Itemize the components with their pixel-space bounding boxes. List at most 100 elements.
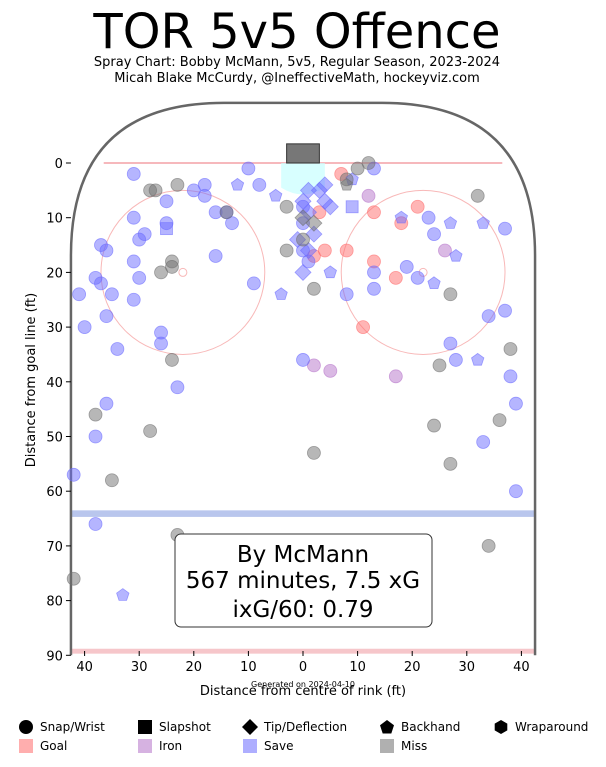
shot-point-save bbox=[230, 177, 245, 191]
legend-item-diamond: Tip/Deflection bbox=[242, 719, 347, 735]
legend-label: Save bbox=[264, 739, 294, 753]
shot-point-miss bbox=[279, 199, 294, 214]
shot-point-miss bbox=[294, 209, 312, 227]
shot-point-save bbox=[252, 177, 267, 192]
x-tick-label: 10 bbox=[240, 660, 257, 675]
shot-point-miss bbox=[170, 177, 185, 192]
shot-point-save bbox=[299, 241, 318, 260]
summary-line3: ixG/60: 0.79 bbox=[232, 597, 373, 623]
shot-point-save bbox=[476, 435, 491, 449]
square-icon bbox=[138, 739, 152, 753]
y-tick-label: 20 bbox=[46, 266, 63, 281]
shot-point-save bbox=[339, 287, 354, 302]
shot-point-save bbox=[323, 265, 337, 279]
legend-item-goal: Goal bbox=[18, 738, 67, 754]
shot-point-save bbox=[443, 336, 458, 351]
summary-line1: By McMann bbox=[237, 542, 369, 568]
shot-point-save bbox=[72, 287, 87, 302]
shot-point-iron bbox=[438, 243, 452, 258]
shot-point-save bbox=[77, 320, 92, 335]
diamond-icon bbox=[242, 719, 258, 735]
shot-point-save bbox=[509, 484, 523, 499]
x-axis-label: Distance from centre of rink (ft) bbox=[200, 684, 406, 699]
shot-point-save bbox=[132, 270, 147, 285]
shot-point-miss bbox=[492, 413, 507, 427]
shot-point-iron bbox=[323, 363, 338, 378]
legend-item-circle: Snap/Wrist bbox=[18, 719, 105, 735]
shot-point-save bbox=[126, 167, 141, 181]
y-tick-label: 80 bbox=[46, 595, 63, 610]
shot-point-miss bbox=[219, 205, 234, 220]
y-tick-label: 40 bbox=[46, 376, 63, 391]
shot-point-save bbox=[110, 342, 125, 356]
shot-point-miss bbox=[443, 456, 458, 471]
shot-point-save bbox=[126, 210, 141, 225]
shot-point-save bbox=[160, 222, 173, 236]
legend-label: Backhand bbox=[401, 720, 461, 734]
legend-label: Tip/Deflection bbox=[264, 720, 348, 734]
shot-point-save bbox=[498, 221, 512, 236]
shot-point-miss bbox=[307, 446, 321, 460]
circle-icon bbox=[19, 720, 33, 734]
shot-point-miss bbox=[503, 342, 518, 356]
shot-point-miss bbox=[481, 539, 496, 553]
square-icon bbox=[380, 739, 394, 753]
square-icon bbox=[138, 720, 152, 734]
shot-point-goal bbox=[356, 320, 370, 335]
shot-point-save bbox=[225, 216, 239, 231]
y-tick-label: 0 bbox=[55, 157, 63, 172]
faceoff-dot bbox=[178, 267, 188, 277]
shot-point-save bbox=[299, 181, 318, 199]
rink-boards bbox=[69, 101, 537, 656]
x-tick-label: 20 bbox=[186, 660, 203, 675]
shot-point-save bbox=[471, 352, 485, 366]
shot-point-save bbox=[421, 210, 436, 225]
shot-point-miss bbox=[432, 358, 447, 373]
y-tick-label: 10 bbox=[46, 212, 63, 227]
shot-point-save bbox=[367, 281, 381, 296]
shot-point-save bbox=[241, 161, 256, 176]
shot-point-miss bbox=[88, 407, 103, 422]
legend-label: Miss bbox=[401, 739, 428, 753]
goal-net bbox=[286, 143, 320, 164]
shot-point-save bbox=[509, 396, 523, 411]
shot-point-iron bbox=[361, 188, 376, 203]
x-tick-label: 30 bbox=[459, 660, 476, 675]
shot-point-save bbox=[186, 183, 201, 198]
x-tick-label: 10 bbox=[349, 660, 366, 675]
shot-point-save bbox=[99, 396, 114, 411]
hexagon-icon bbox=[494, 720, 508, 734]
pentagon-icon bbox=[380, 720, 394, 734]
square-icon bbox=[243, 739, 257, 753]
shot-point-save bbox=[88, 429, 103, 444]
y-tick-label: 70 bbox=[46, 540, 63, 555]
shot-point-miss bbox=[427, 418, 441, 433]
shot-point-miss bbox=[470, 188, 485, 203]
chart-title: TOR 5v5 Offence bbox=[93, 4, 501, 60]
shot-point-save bbox=[126, 292, 141, 307]
shot-point-save bbox=[296, 353, 310, 367]
shot-point-miss bbox=[154, 265, 168, 280]
shot-point-save bbox=[316, 192, 334, 210]
shot-point-save bbox=[305, 225, 323, 243]
x-tick-label: 40 bbox=[513, 660, 530, 675]
shot-point-save bbox=[154, 336, 168, 351]
shot-point-save bbox=[197, 177, 212, 192]
shot-point-miss bbox=[165, 353, 179, 367]
generated-note: Generated on 2024-04-10 bbox=[251, 680, 355, 689]
shot-point-save bbox=[88, 517, 103, 531]
shot-point-miss bbox=[165, 260, 179, 274]
legend-item-pentagon: Backhand bbox=[379, 719, 460, 735]
shot-point-save bbox=[246, 276, 261, 291]
shot-point-save bbox=[116, 588, 130, 601]
y-tick-label: 90 bbox=[46, 649, 63, 664]
goal-crease bbox=[281, 163, 325, 195]
chart-subtitle: Spray Chart: Bobby McMann, 5v5, Regular … bbox=[93, 55, 501, 70]
shot-point-miss bbox=[340, 177, 354, 191]
y-axis-label: Distance from goal line (ft) bbox=[24, 293, 39, 467]
shot-point-miss bbox=[105, 473, 119, 488]
legend-item-save: Save bbox=[242, 738, 293, 754]
shot-point-save bbox=[503, 369, 518, 384]
shot-point-save bbox=[99, 243, 114, 258]
